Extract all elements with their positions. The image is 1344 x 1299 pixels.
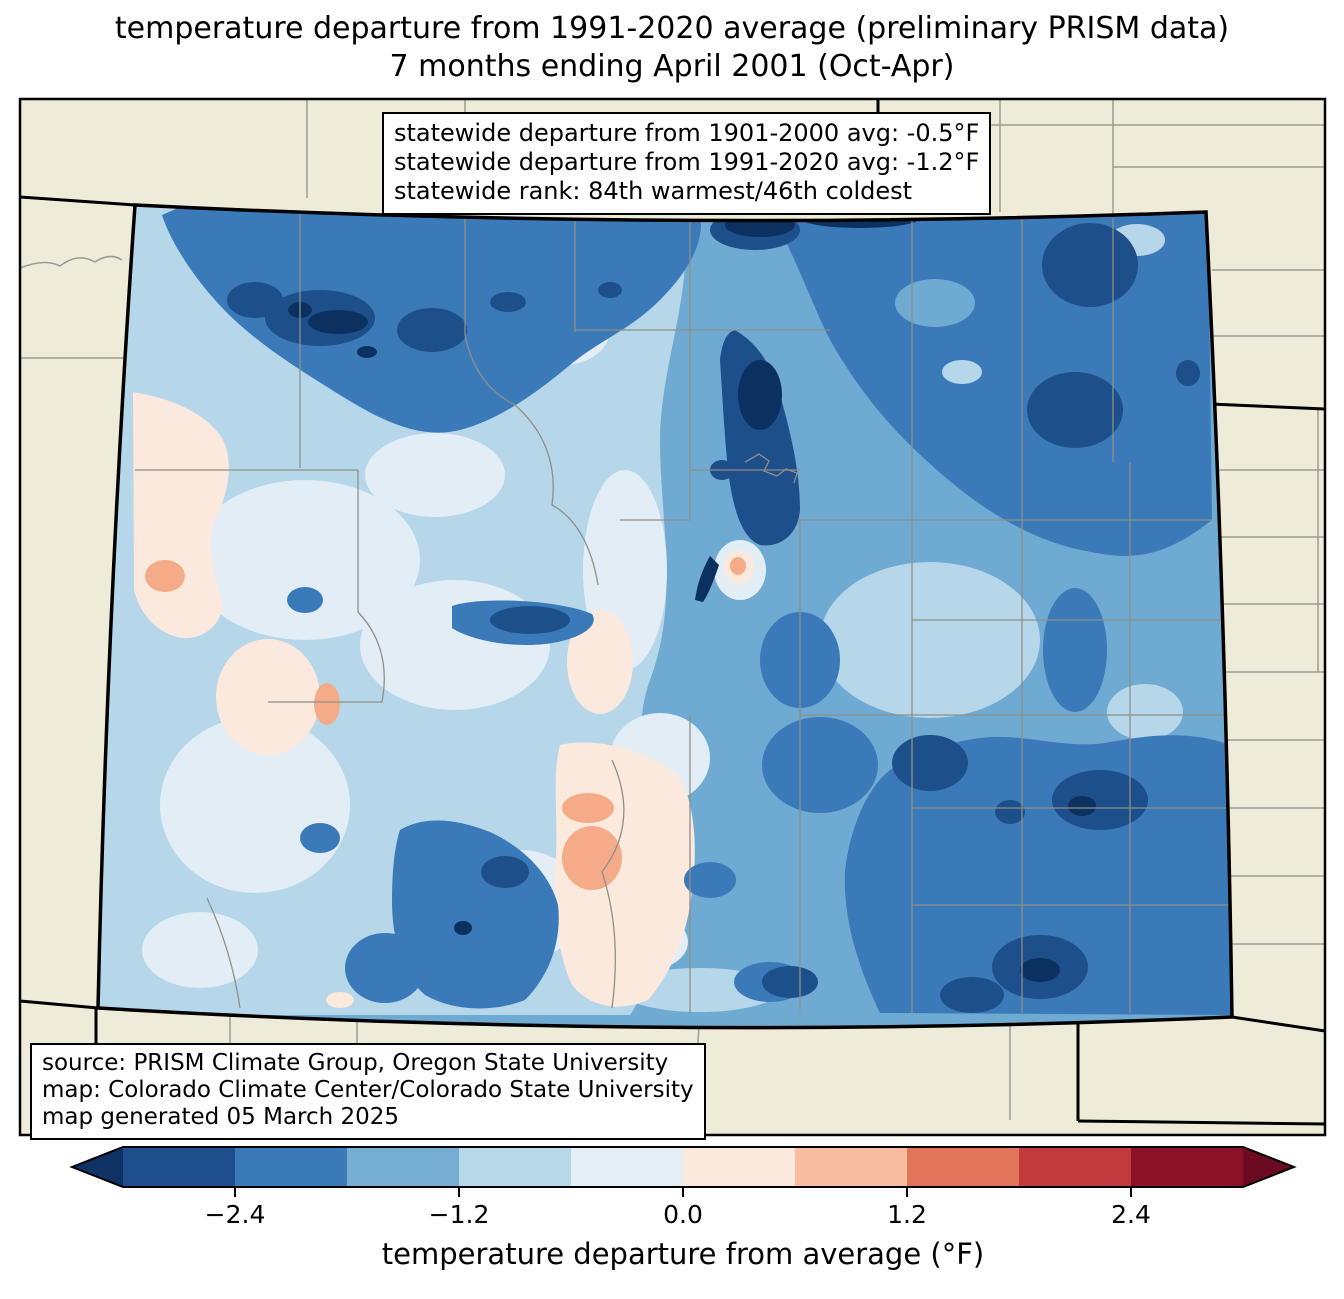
hole-spot xyxy=(895,279,975,327)
colorbar-tick-label: −2.4 xyxy=(204,1200,266,1229)
colorbar xyxy=(69,1146,1297,1197)
title-line-2: 7 months ending April 2001 (Oct-Apr) xyxy=(389,49,955,84)
colorado-county-lines xyxy=(135,207,1230,1015)
colorado-map xyxy=(98,205,1232,1028)
credits-line-1: source: PRISM Climate Group, Oregon Stat… xyxy=(42,1050,669,1076)
credits-line-3: map generated 05 March 2025 xyxy=(42,1104,400,1130)
colorbar-under-arrow xyxy=(72,1147,123,1187)
salmon-spots xyxy=(145,560,622,890)
colorbar-tick-label: 1.2 xyxy=(887,1200,927,1229)
colorbar-segments xyxy=(123,1147,1243,1187)
credits-line-2: map: Colorado Climate Center/Colorado St… xyxy=(42,1077,694,1103)
colorbar-outline xyxy=(69,1146,1297,1188)
stats-line-1: statewide departure from 1901-2000 avg: … xyxy=(394,119,980,147)
stats-line-2: statewide departure from 1991-2020 avg: … xyxy=(394,148,980,176)
stats-line-3: statewide rank: 84th warmest/46th coldes… xyxy=(394,177,913,205)
title-line-1: temperature departure from 1991-2020 ave… xyxy=(114,11,1230,46)
colorado-border xyxy=(96,203,1234,1030)
colorbar-tick-label: 0.0 xyxy=(663,1200,703,1229)
credits-box: source: PRISM Climate Group, Oregon Stat… xyxy=(30,1043,706,1140)
colorbar-over-arrow xyxy=(1243,1147,1294,1187)
colorbar-tick-label: 2.4 xyxy=(1111,1200,1151,1229)
pikes-detail xyxy=(695,540,766,602)
colorbar-ticks xyxy=(234,1187,1132,1197)
colorbar-axis-label: temperature departure from average (°F) xyxy=(381,1237,985,1271)
title-block: temperature departure from 1991-2020 ave… xyxy=(0,10,1344,86)
stats-box: statewide departure from 1901-2000 avg: … xyxy=(382,112,992,215)
colorbar-tick-label: −1.2 xyxy=(428,1200,490,1229)
